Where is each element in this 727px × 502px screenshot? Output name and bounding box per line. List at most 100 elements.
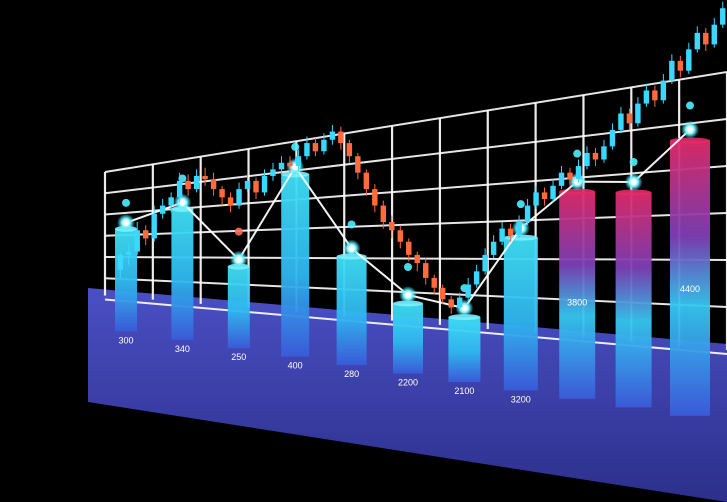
candle-body — [652, 90, 658, 101]
bar — [336, 256, 367, 366]
candle-body — [380, 205, 387, 222]
marker-dot — [347, 220, 356, 229]
candle-body — [193, 175, 200, 190]
candle-body — [346, 143, 353, 157]
bar-value-label: 340 — [175, 344, 190, 354]
candle-body — [159, 205, 166, 214]
candle-body — [126, 251, 132, 255]
bar — [559, 191, 596, 399]
candle-body — [711, 24, 717, 45]
candle-body — [117, 254, 123, 270]
candle-body — [338, 131, 344, 144]
candle-body — [618, 113, 624, 130]
candle-body — [456, 297, 463, 308]
candle-body — [448, 299, 454, 308]
candle-body — [355, 156, 361, 173]
marker-dot — [178, 174, 187, 183]
candle-body — [567, 172, 573, 180]
trend-node — [685, 124, 695, 135]
candle-body — [202, 175, 208, 180]
candle-body — [168, 197, 174, 206]
candle-body — [533, 192, 539, 206]
candle-body — [134, 230, 140, 252]
bar — [281, 174, 310, 357]
trend-node — [346, 243, 357, 254]
bar — [115, 228, 137, 332]
candle-body — [677, 60, 684, 71]
candle-body — [244, 180, 251, 190]
candle-body — [686, 49, 692, 71]
candle-body — [185, 180, 191, 190]
candle-body — [550, 185, 556, 199]
candle-body — [397, 230, 404, 242]
candle-body — [490, 241, 497, 255]
candle-body — [694, 32, 701, 50]
marker-dot — [122, 198, 130, 207]
bar-value-label: 280 — [344, 369, 359, 379]
bar-value-label: 300 — [118, 335, 133, 345]
candle-body — [516, 222, 522, 236]
marker-dot — [686, 101, 694, 110]
candle-body — [431, 277, 437, 288]
bar — [448, 317, 481, 382]
bar-value-label: 2200 — [398, 378, 418, 388]
bar — [670, 140, 710, 416]
bar-value-label: 3800 — [567, 298, 587, 308]
bar — [227, 266, 250, 349]
candle-body — [151, 213, 157, 239]
candle-body — [720, 8, 726, 25]
candle-body — [372, 189, 378, 206]
candle-body — [253, 180, 259, 193]
bar — [503, 237, 538, 391]
bar-value-label: 250 — [231, 352, 246, 362]
candle-body — [524, 205, 531, 222]
candle-body — [142, 230, 149, 239]
candle-body — [643, 90, 650, 104]
candle-body — [575, 166, 582, 180]
candle-body — [626, 113, 633, 124]
candle-body — [439, 287, 446, 300]
marker-dot — [573, 149, 582, 158]
bar — [171, 209, 194, 340]
candle-body — [312, 143, 319, 152]
marker-dot — [629, 158, 638, 167]
candle-body — [465, 284, 471, 298]
grid-line-horizontal — [104, 165, 727, 216]
candle-body — [635, 103, 641, 124]
candle-body — [541, 192, 548, 199]
trend-node — [628, 177, 639, 187]
trend-line — [117, 101, 699, 318]
candle-body — [423, 263, 429, 278]
candle-body — [329, 131, 336, 140]
candle-body — [236, 189, 242, 206]
candle-body — [406, 241, 412, 255]
bar-value-label: 3200 — [511, 394, 531, 404]
bar — [615, 192, 652, 408]
candle-body — [295, 156, 302, 167]
candle-body — [304, 143, 310, 157]
marker-dot — [404, 262, 412, 271]
candle-body — [261, 175, 268, 193]
candle-body — [669, 60, 675, 81]
candle-body — [270, 169, 276, 176]
marker-dot — [234, 227, 243, 236]
bar-value-label: 400 — [288, 361, 303, 371]
candle-body — [278, 162, 285, 170]
marker-dot — [291, 142, 300, 151]
grid-line-horizontal — [104, 71, 727, 173]
candle-body — [507, 228, 514, 236]
bar — [393, 303, 423, 374]
candle-body — [321, 139, 327, 152]
candle-body — [363, 172, 370, 190]
trend-node — [234, 254, 244, 265]
trend-node — [403, 290, 413, 300]
candle-body — [558, 172, 565, 186]
bar-value-labels: 300 340 250 400 280 2200 2100 3200 3800 4400 — [118, 284, 700, 405]
candle-body — [210, 179, 217, 190]
trend-node — [177, 197, 188, 208]
candle-body — [287, 162, 293, 167]
grid-line-horizontal — [104, 118, 727, 195]
trend-node — [121, 218, 131, 228]
bar-value-label: 2100 — [454, 386, 474, 396]
candle-body — [499, 228, 505, 242]
